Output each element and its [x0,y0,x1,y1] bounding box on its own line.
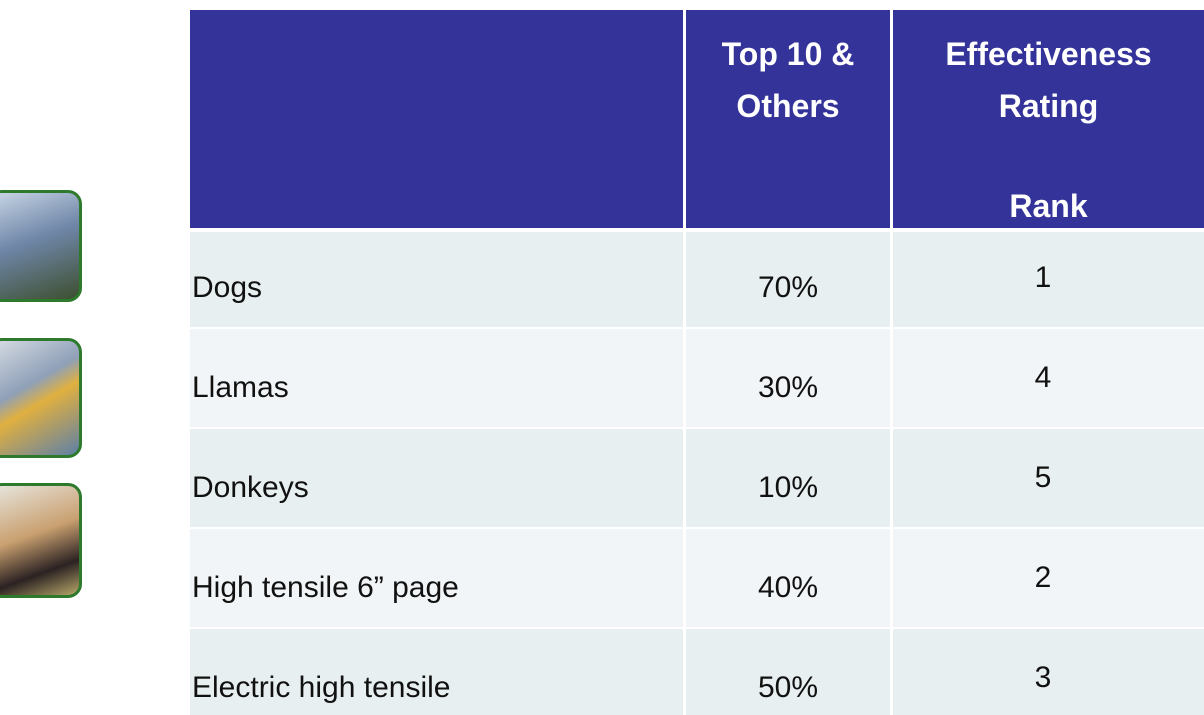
photo-thumbnail [0,190,82,302]
share-value: 30% [686,371,890,405]
row-label: Donkeys [192,471,309,505]
row-label: High tensile 6” page [192,571,459,605]
header-cell [190,10,683,228]
header-text: Rank [893,180,1204,232]
header-cell: Effectiveness Rating Rank [893,10,1204,228]
rank-value: 5 [893,461,1193,495]
share-value: 50% [686,671,890,705]
share-value: 70% [686,271,890,305]
rank-value: 1 [893,261,1193,295]
rank-value: 4 [893,361,1193,395]
share-value: 40% [686,571,890,605]
photo-thumbnail [0,483,82,598]
header-cell: Top 10 & Others [686,10,890,228]
table-cell [190,232,683,327]
row-label: Dogs [192,271,262,305]
share-value: 10% [686,471,890,505]
rank-value: 2 [893,561,1193,595]
header-text: Effectiveness Rating [919,28,1179,132]
photo-thumbnail [0,338,82,458]
slide: Top 10 & Others Effectiveness Rating Ran… [0,0,1204,715]
header-text: Top 10 & Others [713,28,863,132]
rank-value: 3 [893,661,1193,695]
row-label: Electric high tensile [192,671,450,705]
row-label: Llamas [192,371,289,405]
